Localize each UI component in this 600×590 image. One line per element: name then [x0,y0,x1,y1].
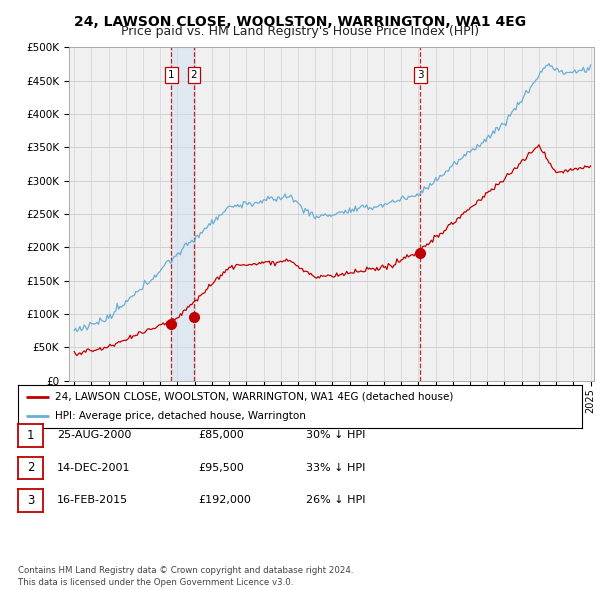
Text: 16-FEB-2015: 16-FEB-2015 [57,496,128,505]
Text: 24, LAWSON CLOSE, WOOLSTON, WARRINGTON, WA1 4EG (detached house): 24, LAWSON CLOSE, WOOLSTON, WARRINGTON, … [55,392,453,402]
Text: Contains HM Land Registry data © Crown copyright and database right 2024.
This d: Contains HM Land Registry data © Crown c… [18,566,353,587]
Text: £192,000: £192,000 [198,496,251,505]
Text: 3: 3 [417,70,424,80]
Text: 24, LAWSON CLOSE, WOOLSTON, WARRINGTON, WA1 4EG: 24, LAWSON CLOSE, WOOLSTON, WARRINGTON, … [74,15,526,29]
Text: £95,500: £95,500 [198,463,244,473]
Text: 1: 1 [27,429,34,442]
Text: £85,000: £85,000 [198,431,244,440]
Text: Price paid vs. HM Land Registry's House Price Index (HPI): Price paid vs. HM Land Registry's House … [121,25,479,38]
Bar [172,47,194,381]
Text: HPI: Average price, detached house, Warrington: HPI: Average price, detached house, Warr… [55,411,305,421]
Text: 25-AUG-2000: 25-AUG-2000 [57,431,131,440]
Text: 33% ↓ HPI: 33% ↓ HPI [306,463,365,473]
Text: 2: 2 [27,461,34,474]
Text: 1: 1 [168,70,175,80]
Text: 26% ↓ HPI: 26% ↓ HPI [306,496,365,505]
Text: 14-DEC-2001: 14-DEC-2001 [57,463,131,473]
Text: 2: 2 [190,70,197,80]
Text: 30% ↓ HPI: 30% ↓ HPI [306,431,365,440]
Text: 3: 3 [27,494,34,507]
